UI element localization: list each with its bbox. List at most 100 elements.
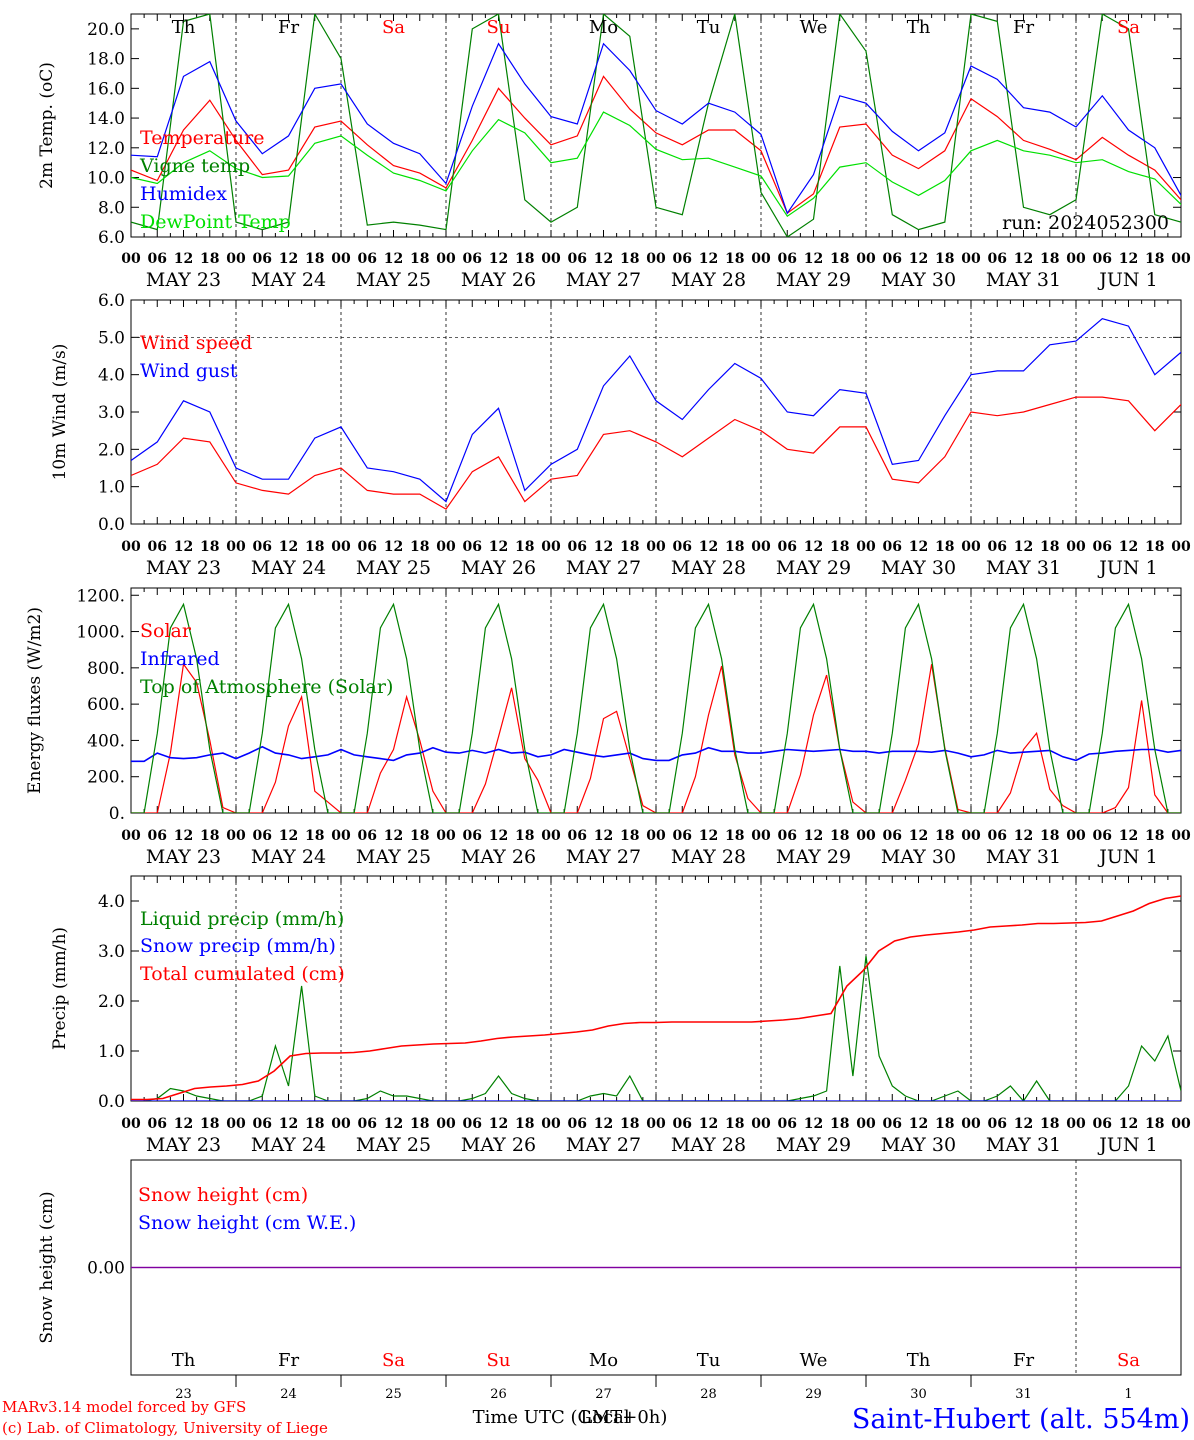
hour-label: 12: [174, 828, 193, 844]
y-tick-label: 18.0: [87, 50, 125, 70]
weekday-label: Su: [487, 1350, 511, 1371]
hour-label: 00: [856, 539, 876, 555]
hour-label: 00: [1171, 828, 1191, 844]
hour-label: 06: [1093, 539, 1112, 555]
hour-label: 18: [725, 828, 744, 844]
legend-liquid: Liquid precip (mm/h): [140, 908, 344, 930]
date-label: MAY 25: [356, 846, 431, 868]
date-label: MAY 23: [146, 269, 221, 291]
hour-label: 00: [436, 251, 456, 267]
hour-label: 06: [568, 1116, 587, 1132]
hour-label: 12: [699, 251, 718, 267]
hour-label: 00: [331, 251, 351, 267]
y-tick-label: 1200.: [76, 586, 125, 606]
hour-label: 06: [148, 1116, 167, 1132]
series-line-liquid: [131, 955, 1181, 1101]
y-tick-label: 1.0: [98, 1042, 125, 1062]
hour-label: 18: [515, 1116, 534, 1132]
hour-label: 12: [1014, 539, 1033, 555]
weekday-label: We: [800, 1350, 828, 1371]
hour-label: 00: [226, 1116, 246, 1132]
hour-label: 06: [1093, 251, 1112, 267]
y-tick-label: 5.0: [98, 328, 125, 348]
hour-label: 12: [384, 1116, 403, 1132]
date-label: MAY 28: [671, 269, 746, 291]
hour-label: 18: [410, 539, 429, 555]
series-line-dewpoint: [131, 111, 1181, 218]
hour-label: 06: [568, 539, 587, 555]
hour-label: 00: [751, 828, 771, 844]
hour-label: 00: [856, 828, 876, 844]
hour-label: 06: [988, 828, 1007, 844]
hour-label: 18: [1145, 828, 1164, 844]
hour-label: 00: [226, 251, 246, 267]
weekday-label: Tu: [697, 17, 721, 38]
date-label: MAY 24: [251, 1134, 326, 1156]
hour-label: 00: [436, 1116, 456, 1132]
date-label: JUN 1: [1097, 846, 1157, 868]
hour-label: 06: [253, 251, 272, 267]
y-tick-label: 3.0: [98, 942, 125, 962]
hour-label: 12: [279, 251, 298, 267]
hour-label: 06: [463, 828, 482, 844]
series-group: [131, 318, 1181, 510]
day-number-label: 24: [280, 1387, 297, 1402]
run-label: run: 2024052300: [1002, 212, 1169, 234]
series-line-infrared: [131, 745, 1181, 763]
day-number-label: 27: [595, 1387, 612, 1402]
date-label: MAY 27: [566, 269, 641, 291]
hour-label: 06: [358, 1116, 377, 1132]
hour-label: 18: [200, 539, 219, 555]
hour-label: 00: [961, 251, 981, 267]
date-label: MAY 28: [671, 557, 746, 579]
hour-label: 12: [1119, 1116, 1138, 1132]
hour-label: 12: [1119, 828, 1138, 844]
hour-label: 18: [305, 251, 324, 267]
panel-precip: 0.0 1.0 2.0 3.0 4.0 Precip (mm/h) Liquid preci…: [50, 875, 1191, 1156]
hour-label: 12: [909, 251, 928, 267]
hour-label: 12: [804, 1116, 823, 1132]
y-axis-label: 2m Temp. (oC): [37, 62, 57, 189]
series-line-wind: [131, 396, 1181, 510]
hour-label: 00: [541, 1116, 561, 1132]
hour-label: 00: [121, 251, 141, 267]
hour-label: 00: [226, 828, 246, 844]
date-label: JUN 1: [1097, 1134, 1157, 1156]
hour-label: 18: [305, 539, 324, 555]
hour-label: 06: [1093, 828, 1112, 844]
hour-label: 12: [594, 251, 613, 267]
hour-label: 12: [594, 1116, 613, 1132]
date-label: MAY 30: [881, 1134, 956, 1156]
weekday-label: Tu: [697, 1350, 721, 1371]
weekday-label: Th: [907, 1350, 931, 1371]
x-axis-title-overprint: Local: [580, 1407, 630, 1428]
date-label: MAY 30: [881, 557, 956, 579]
hour-label: 18: [830, 828, 849, 844]
y-tick-label: 1000.: [76, 623, 125, 643]
legend-temperature: Temperature: [140, 127, 264, 149]
y-tick-label: 800.: [87, 659, 125, 679]
hour-label: 00: [331, 539, 351, 555]
series-group: [131, 602, 1181, 813]
hour-label: 18: [725, 1116, 744, 1132]
hour-label: 06: [1093, 1116, 1112, 1132]
hour-label: 12: [1119, 251, 1138, 267]
hour-label: 06: [148, 828, 167, 844]
date-label: MAY 24: [251, 269, 326, 291]
series-group: [131, 895, 1181, 1101]
hour-label: 12: [489, 539, 508, 555]
hour-label: 06: [883, 251, 902, 267]
weekday-label: Sa: [382, 17, 405, 38]
hour-label: 12: [1014, 828, 1033, 844]
weekday-label: Su: [487, 17, 511, 38]
hour-label: 12: [804, 539, 823, 555]
hour-label: 18: [410, 1116, 429, 1132]
date-label: MAY 29: [776, 557, 851, 579]
hour-label: 18: [200, 251, 219, 267]
hour-label: 06: [253, 539, 272, 555]
hour-label: 06: [253, 828, 272, 844]
y-tick-label: 3.0: [98, 403, 125, 423]
y-tick-label: 12.0: [87, 139, 125, 159]
hour-label: 00: [541, 539, 561, 555]
series-line-gust: [131, 318, 1181, 503]
